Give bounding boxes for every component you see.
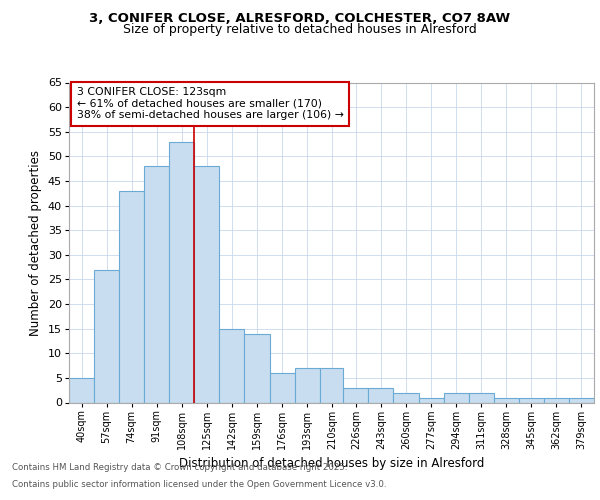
- Bar: [494, 398, 519, 402]
- Text: 3 CONIFER CLOSE: 123sqm
← 61% of detached houses are smaller (170)
38% of semi-d: 3 CONIFER CLOSE: 123sqm ← 61% of detache…: [77, 88, 344, 120]
- Bar: [368, 388, 394, 402]
- Bar: [320, 368, 343, 402]
- Bar: [343, 388, 368, 402]
- Bar: [119, 191, 144, 402]
- Bar: [469, 392, 494, 402]
- Text: Contains HM Land Registry data © Crown copyright and database right 2025.: Contains HM Land Registry data © Crown c…: [12, 464, 347, 472]
- Text: Contains public sector information licensed under the Open Government Licence v3: Contains public sector information licen…: [12, 480, 386, 489]
- Bar: [519, 398, 544, 402]
- Bar: [544, 398, 569, 402]
- Y-axis label: Number of detached properties: Number of detached properties: [29, 150, 43, 336]
- Bar: [220, 328, 244, 402]
- Bar: [419, 398, 443, 402]
- Text: 3, CONIFER CLOSE, ALRESFORD, COLCHESTER, CO7 8AW: 3, CONIFER CLOSE, ALRESFORD, COLCHESTER,…: [89, 12, 511, 26]
- Bar: [144, 166, 169, 402]
- Bar: [69, 378, 94, 402]
- Bar: [244, 334, 269, 402]
- Text: Size of property relative to detached houses in Alresford: Size of property relative to detached ho…: [123, 24, 477, 36]
- Bar: [295, 368, 320, 402]
- Bar: [569, 398, 594, 402]
- Bar: [443, 392, 469, 402]
- X-axis label: Distribution of detached houses by size in Alresford: Distribution of detached houses by size …: [179, 458, 484, 470]
- Bar: [94, 270, 119, 402]
- Bar: [269, 373, 295, 402]
- Bar: [169, 142, 194, 402]
- Bar: [394, 392, 419, 402]
- Bar: [194, 166, 220, 402]
